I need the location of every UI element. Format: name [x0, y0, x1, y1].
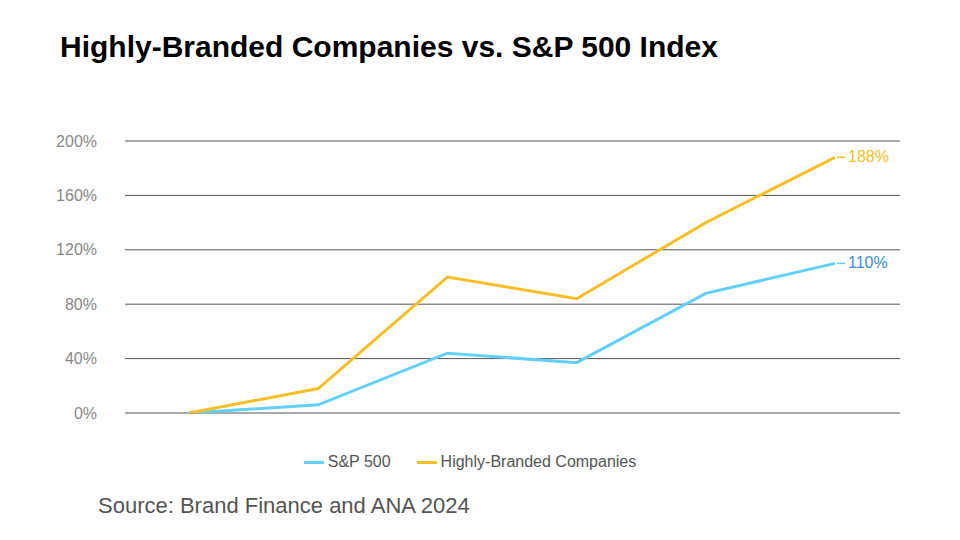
- svg-text:40%: 40%: [65, 350, 97, 367]
- svg-text:120%: 120%: [56, 241, 97, 258]
- html-text:Highly-Branded Companies vs. S: Highly-Branded Companies vs. S&P 500 Ind…: [60, 30, 718, 63]
- html-text:S&P 500: S&P 500: [327, 453, 391, 470]
- svg-text:0%: 0%: [74, 405, 97, 422]
- html-text:Source: Brand Finance and ANA: Source: Brand Finance and ANA 2024: [98, 493, 470, 518]
- svg-text:160%: 160%: [56, 187, 97, 204]
- svg-text:188%: 188%: [848, 148, 889, 165]
- svg-text:200%: 200%: [56, 133, 97, 150]
- svg-text:110%: 110%: [848, 254, 888, 271]
- html-text:Highly-Branded Companies: Highly-Branded Companies: [440, 453, 637, 470]
- svg-text:80%: 80%: [65, 296, 97, 313]
